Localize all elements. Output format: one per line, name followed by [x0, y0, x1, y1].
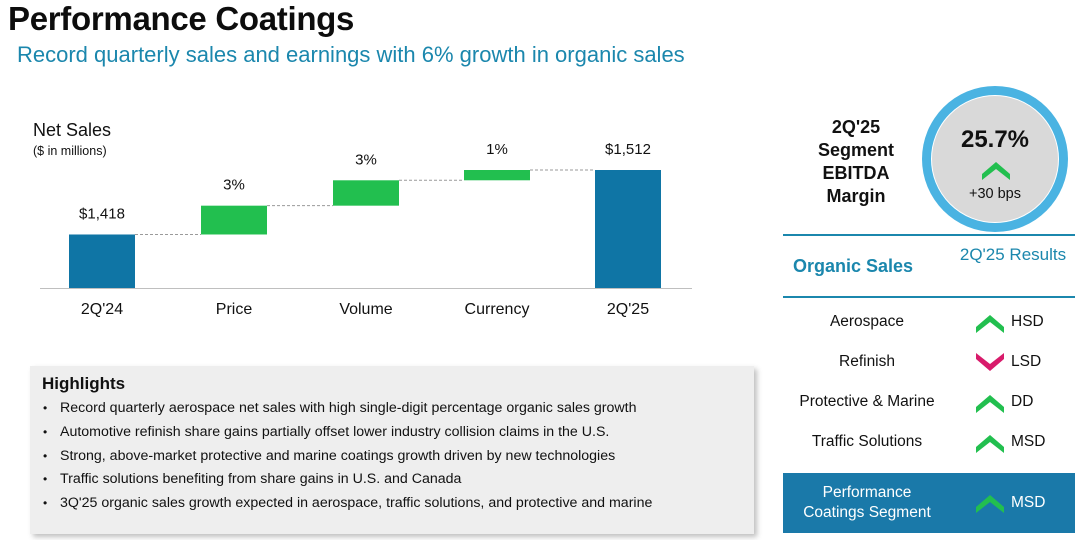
highlight-item: • Automotive refinish share gains partial… [42, 421, 742, 445]
data-label: 3% [355, 151, 377, 168]
highlights-list: • Record quarterly aerospace net sales wi… [42, 397, 742, 516]
chart-title: Net Sales [33, 120, 112, 140]
category-label: Currency [465, 301, 530, 318]
data-label: 1% [486, 141, 508, 158]
category-label: Price [216, 301, 253, 318]
segment-name: Performance Coatings Segment [803, 484, 931, 521]
segment-result: DD [1011, 393, 1034, 410]
up-chevron-shape [976, 315, 1004, 333]
table-row: Aerospace HSD [783, 302, 1075, 342]
highlight-item: • Strong, above-market protective and mar… [42, 445, 742, 469]
segment-name: Protective & Marine [799, 393, 935, 410]
bar-2q-24 [69, 234, 135, 288]
segment-name: Aerospace [829, 313, 905, 330]
highlight-text: Traffic solutions benefiting from share … [60, 471, 462, 488]
highlight-item: • Record quarterly aerospace net sales wi… [42, 397, 742, 421]
bullet-icon: • [43, 496, 48, 511]
bar-currency [464, 170, 530, 181]
ebitda-margin-value: 25.7% [960, 126, 1030, 153]
organic-sales-header: Organic Sales 2Q'25 Results [783, 234, 1075, 298]
highlight-item: • 3Q'25 organic sales growth expected in … [42, 492, 742, 516]
ebitda-margin-gauge: 25.7% +30 bps [922, 86, 1068, 232]
page-title: Performance Coatings [8, 0, 355, 37]
bullet-icon: • [43, 448, 48, 463]
segment-result: LSD [1011, 353, 1042, 370]
down-chevron-icon [976, 353, 1004, 371]
results-column-header: 2Q'25 Results [959, 245, 1067, 264]
ebitda-margin-label: 2Q'25 Segment EBITDA Margin [817, 117, 895, 206]
data-label: $1,418 [79, 205, 125, 222]
highlights-title: Highlights [42, 374, 126, 393]
bar-2q-25 [595, 170, 661, 288]
chart-units: ($ in millions) [33, 144, 107, 158]
highlights-box: Highlights • Record quarterly aerospace n… [30, 366, 754, 534]
category-label: 2Q'24 [81, 301, 123, 318]
highlight-text: 3Q'25 organic sales growth expected in a… [60, 495, 653, 512]
up-chevron-icon [976, 315, 1004, 333]
up-chevron-icon [976, 395, 1004, 413]
highlight-text: Automotive refinish share gains partiall… [60, 423, 610, 440]
up-chevron-icon [976, 495, 1004, 513]
table-row: Refinish LSD [783, 342, 1075, 382]
up-chevron-shape [976, 435, 1004, 453]
bar-price [201, 205, 267, 235]
highlight-text: Strong, above-market protective and mari… [60, 447, 616, 464]
ebitda-margin-change: +30 bps [968, 186, 1021, 202]
data-label: $1,512 [605, 141, 651, 158]
up-chevron-icon [982, 162, 1010, 180]
page-subtitle: Record quarterly sales and earnings with… [17, 42, 685, 67]
table-row: Protective & Marine DD [783, 382, 1075, 422]
gauge-face: 25.7% +30 bps [931, 95, 1059, 223]
category-label: Volume [339, 301, 392, 318]
segment-name: Refinish [839, 353, 895, 370]
bar-volume [333, 180, 399, 206]
up-chevron-shape [982, 162, 1010, 180]
highlight-text: Record quarterly aerospace net sales wit… [60, 400, 637, 416]
highlight-item: • Traffic solutions benefiting from share… [42, 468, 742, 492]
data-label: 3% [223, 177, 245, 194]
down-chevron-shape [976, 353, 1004, 371]
segment-result: MSD [1011, 433, 1046, 450]
table-row: Traffic Solutions MSD [783, 422, 1075, 462]
segment-name: Traffic Solutions [811, 433, 923, 450]
up-chevron-shape [976, 495, 1004, 513]
organic-sales-title: Organic Sales [793, 256, 914, 276]
bullet-icon: • [43, 401, 48, 415]
segment-result: MSD [1011, 494, 1046, 511]
table-row-total: Performance Coatings Segment MSD [783, 473, 1075, 533]
up-chevron-shape [976, 395, 1004, 413]
bullet-icon: • [43, 424, 48, 439]
net-sales-waterfall-chart: $1,418 2Q'24 3% Price 3% Volume 1% Currency $1,5… [40, 141, 692, 318]
up-chevron-icon [976, 435, 1004, 453]
category-label: 2Q'25 [607, 301, 649, 318]
segment-result: HSD [1011, 313, 1044, 330]
bullet-icon: • [43, 472, 48, 487]
organic-sales-table: Organic Sales 2Q'25 Results Aerospace HS… [783, 234, 1075, 533]
